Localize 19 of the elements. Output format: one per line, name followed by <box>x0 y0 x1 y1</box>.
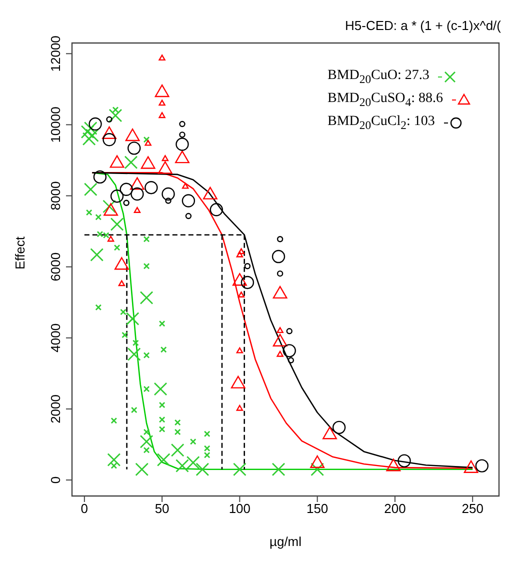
y-tick-label: 0 <box>48 476 63 484</box>
x-tick-label: 50 <box>154 501 170 516</box>
legend-label: BMD$_{20}$CuCl$_{2}$: 103 <box>327 112 435 134</box>
y-tick-label: 12000 <box>48 36 63 72</box>
chart-title: H5-CED: a * (1 + (c-1)x^d/( <box>344 18 501 33</box>
x-tick-label: 100 <box>228 501 251 516</box>
y-tick-label: 10000 <box>48 106 63 143</box>
y-axis-title: Effect <box>12 236 28 270</box>
legend-label: BMD$_{20}$CuSO$_{4}$: 88.6 <box>327 90 443 111</box>
legend-label: BMD$_{20}$CuO: 27.3 <box>327 67 430 88</box>
x-tick-label: 250 <box>462 501 484 516</box>
x-tick-label: 150 <box>306 501 328 516</box>
y-tick-label: 2000 <box>48 394 63 424</box>
y-tick-label: 6000 <box>48 252 63 282</box>
y-tick-label: 8000 <box>48 181 63 210</box>
y-tick-label: 4000 <box>48 323 63 352</box>
x-axis-title: µg/ml <box>269 534 302 549</box>
x-tick-label: 0 <box>80 501 88 516</box>
x-tick-label: 200 <box>384 501 406 516</box>
